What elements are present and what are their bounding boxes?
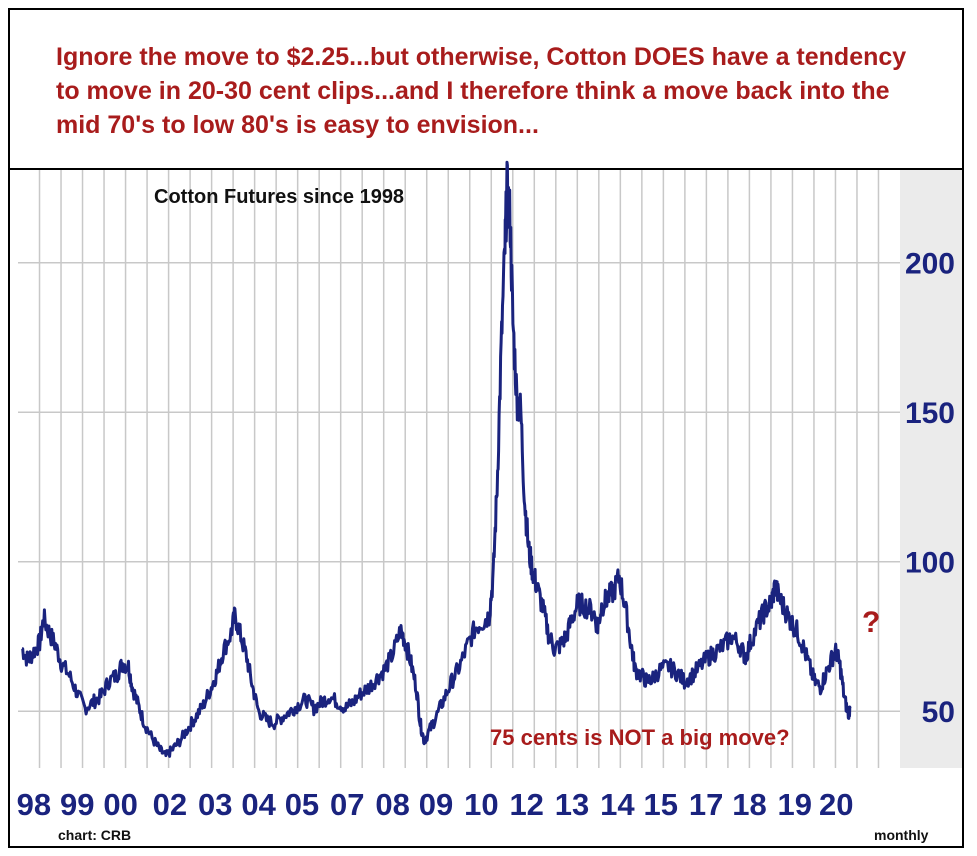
x-tick-label: 05: [285, 787, 319, 822]
horizontal-gridlines: [18, 261, 900, 712]
x-tick-label: 02: [153, 787, 187, 822]
x-tick-label: 17: [689, 787, 723, 822]
x-tick-label: 03: [198, 787, 232, 822]
y-tick-label: 150: [905, 397, 955, 430]
x-tick-label: 00: [103, 787, 137, 822]
frequency-label: monthly: [874, 827, 929, 843]
headline-box: Ignore the move to $2.25...but otherwise…: [10, 10, 962, 170]
x-tick-label: 98: [17, 787, 51, 822]
x-tick-label: 15: [644, 787, 678, 822]
chart-title: Cotton Futures since 1998: [154, 186, 404, 208]
y-tick-label: 200: [905, 248, 955, 281]
x-tick-label: 20: [819, 787, 853, 822]
plot-area-background: [18, 170, 900, 768]
x-tick-label: 19: [778, 787, 812, 822]
x-tick-label: 14: [600, 787, 635, 822]
x-tick-label: 12: [509, 787, 543, 822]
annotation-big-move: 75 cents is NOT a big move?: [490, 725, 790, 750]
source-label: chart: CRB: [58, 827, 131, 843]
y-tick-label: 100: [905, 547, 955, 580]
x-tick-label: 09: [419, 787, 453, 822]
x-tick-label: 13: [555, 787, 589, 822]
x-tick-label: 18: [732, 787, 766, 822]
x-tick-label: 99: [60, 787, 94, 822]
x-tick-label: 07: [330, 787, 364, 822]
x-tick-label: 04: [241, 787, 276, 822]
cotton-price-line: [21, 160, 852, 758]
right-axis-panel: [900, 170, 962, 768]
bottom-axis-panel: [12, 768, 962, 846]
annotation-question-mark: ?: [862, 606, 880, 639]
y-tick-label: 50: [922, 696, 955, 729]
x-axis-ticks: 98 99 00 02 03 04 05 07 08 09 10 12 13 14 15 17 18 19 20: [17, 787, 854, 822]
y-axis-ticks: 50 100 150 200: [905, 248, 955, 730]
headline-text: Ignore the move to $2.25...but otherwise…: [56, 43, 907, 139]
x-tick-label: 08: [375, 787, 409, 822]
x-tick-label: 10: [464, 787, 498, 822]
